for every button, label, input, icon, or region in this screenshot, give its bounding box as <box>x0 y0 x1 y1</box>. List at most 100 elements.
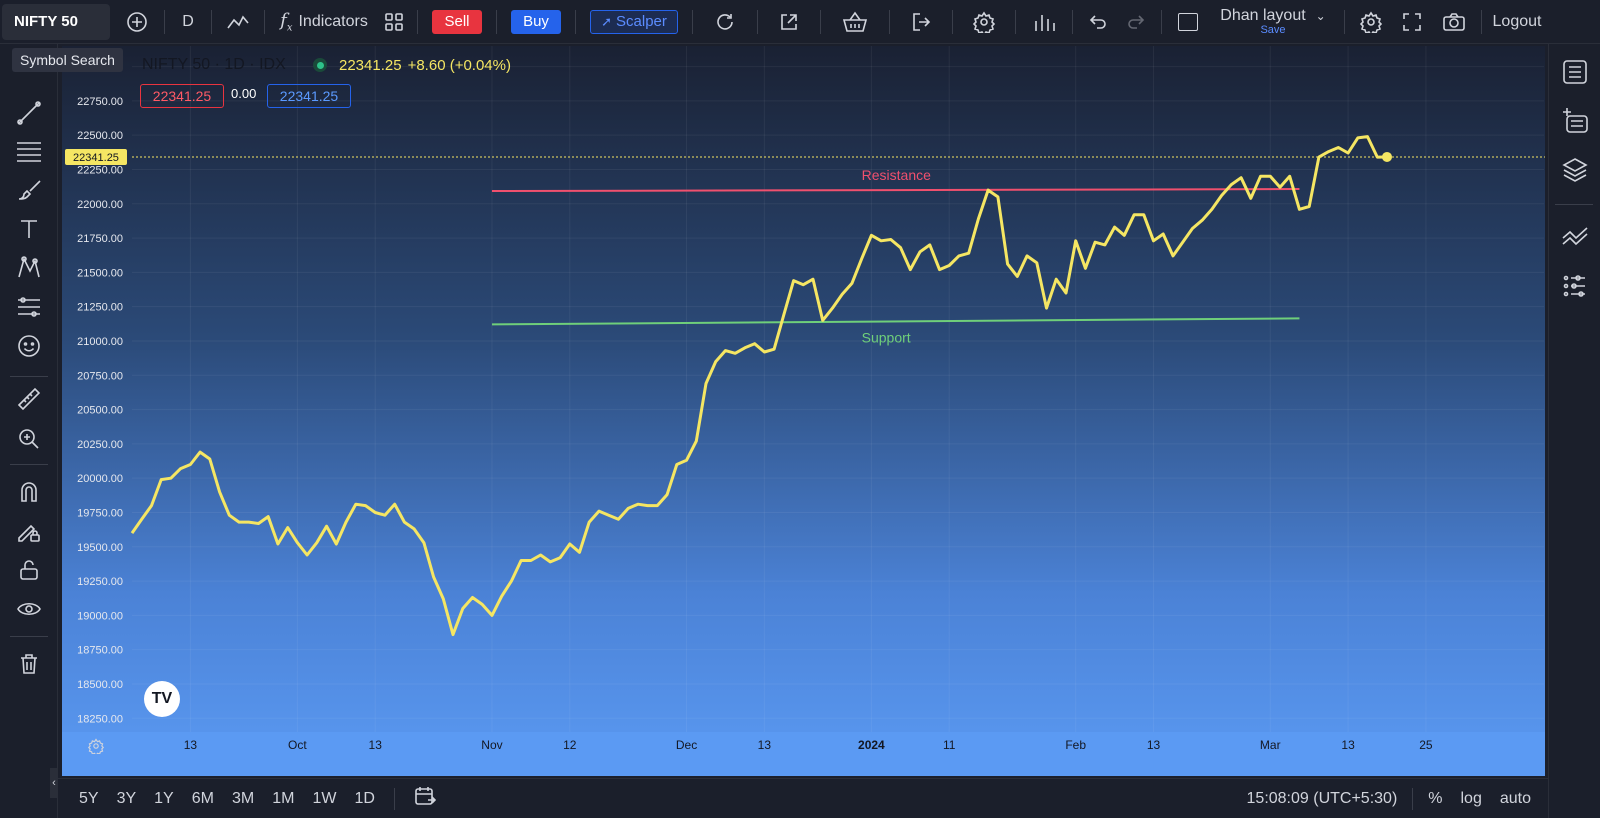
time-tick-label: Mar <box>1260 738 1281 752</box>
magnet-tool[interactable] <box>14 477 44 507</box>
time-tick-label: 11 <box>943 738 956 752</box>
ruler-icon <box>16 386 42 412</box>
divider <box>417 9 418 34</box>
chevron-down-icon: ⌄ <box>1315 8 1326 23</box>
refresh-button[interactable] <box>699 0 751 44</box>
magnet-icon <box>17 480 41 504</box>
text-tool[interactable] <box>14 214 44 244</box>
buy-button[interactable]: Buy <box>511 9 561 34</box>
emoji-tool[interactable] <box>14 331 44 361</box>
price-series <box>130 135 1388 637</box>
divider <box>952 9 953 34</box>
legend-last-price: 22341.25 <box>339 56 402 74</box>
scanner-button[interactable] <box>1559 270 1591 302</box>
screenshot-button[interactable] <box>1433 0 1475 44</box>
bars-button[interactable] <box>1022 0 1066 44</box>
buy-price-box[interactable]: 22341.25 <box>267 84 351 108</box>
layout-toggle[interactable] <box>1168 0 1208 44</box>
brush-tool[interactable] <box>14 175 44 205</box>
remove-drawings-tool[interactable] <box>14 649 44 679</box>
trend-line-icon <box>16 100 42 126</box>
redo-button[interactable] <box>1117 0 1155 44</box>
range-button-1w[interactable]: 1W <box>312 789 337 807</box>
add-symbol-button[interactable] <box>116 0 158 44</box>
price-tick-label: 18500.00 <box>77 679 123 691</box>
lock-all-tool[interactable] <box>14 555 44 585</box>
tradingview-logo[interactable]: TV <box>144 681 180 717</box>
sell-button[interactable]: Sell <box>432 9 482 34</box>
trend-line-tool[interactable] <box>14 98 44 128</box>
scalper-button[interactable]: ➚ Scalper <box>590 9 678 34</box>
list-icon <box>1562 59 1588 85</box>
range-button-3m[interactable]: 3M <box>231 789 255 807</box>
range-button-1d[interactable]: 1D <box>354 789 375 807</box>
grid-icon <box>384 12 404 32</box>
exit-button[interactable] <box>896 0 946 44</box>
price-chart[interactable]: 23000.0022750.0022500.0022250.0022000.00… <box>62 46 1545 776</box>
layout-selector[interactable]: Dhan layout ⌄ Save <box>1208 0 1338 44</box>
interval-button[interactable]: D <box>171 0 205 44</box>
undo-icon <box>1088 12 1108 32</box>
divider <box>1555 204 1593 205</box>
add-list-button[interactable] <box>1559 104 1591 136</box>
divider <box>1015 9 1016 34</box>
resistance-line <box>491 188 1300 193</box>
range-button-6m[interactable]: 6M <box>191 789 214 807</box>
time-tick-label: Nov <box>481 738 502 752</box>
chart-pane[interactable]: 23000.0022750.0022500.0022250.0022000.00… <box>62 46 1545 776</box>
exit-icon <box>910 11 932 33</box>
line-chart-icon <box>226 12 250 32</box>
forecast-icon <box>16 294 42 320</box>
collapse-toolbar-button[interactable]: ‹ <box>50 768 58 798</box>
undo-button[interactable] <box>1079 0 1117 44</box>
smiley-icon <box>16 333 42 359</box>
price-tick-label: 22000.00 <box>77 199 123 211</box>
templates-button[interactable] <box>377 0 411 44</box>
range-button-5y[interactable]: 5Y <box>79 789 99 807</box>
forecast-tool[interactable] <box>14 292 44 322</box>
log-toggle[interactable]: log <box>1460 789 1482 807</box>
symbol-search-button[interactable]: NIFTY 50 <box>2 3 110 40</box>
fib-tool[interactable] <box>14 136 44 166</box>
indicators-button[interactable]: fx Indicators <box>271 0 377 44</box>
spread-value: 0.00 <box>231 86 257 101</box>
watchlist-button[interactable] <box>1559 56 1591 88</box>
fullscreen-button[interactable] <box>1391 0 1433 44</box>
pattern-tool[interactable] <box>14 253 44 283</box>
price-tick-label: 20000.00 <box>77 473 123 485</box>
divider <box>820 9 821 34</box>
price-tick-label: 20750.00 <box>77 370 123 382</box>
horizontal-lines-icon <box>16 138 42 164</box>
visibility-tool[interactable] <box>14 594 44 624</box>
legend-title[interactable]: NIFTY 50 · 1D · IDX <box>142 56 286 73</box>
time-tick-label: 13 <box>369 738 383 752</box>
chart-settings-button[interactable] <box>1351 0 1391 44</box>
right-sidebar <box>1548 44 1600 818</box>
zoom-tool[interactable] <box>14 424 44 454</box>
clock-label[interactable]: 15:08:09 (UTC+5:30) <box>1246 789 1398 807</box>
layers-button[interactable] <box>1559 154 1591 186</box>
popout-button[interactable] <box>764 0 814 44</box>
settings-toolbar-button[interactable] <box>959 0 1009 44</box>
eye-icon <box>16 596 42 622</box>
range-button-1y[interactable]: 1Y <box>154 789 174 807</box>
basket-button[interactable] <box>827 0 883 44</box>
range-button-3y[interactable]: 3Y <box>116 789 137 807</box>
lock-drawing-tool[interactable] <box>14 516 44 546</box>
logout-button[interactable]: Logout <box>1492 12 1542 30</box>
divider <box>264 9 265 34</box>
interval-label: D <box>182 12 194 30</box>
percent-toggle[interactable]: % <box>1428 789 1443 807</box>
trend-button[interactable] <box>1559 220 1591 252</box>
measure-tool[interactable] <box>14 384 44 414</box>
arrow-icon: ➚ <box>601 13 613 29</box>
auto-toggle[interactable]: auto <box>1499 789 1531 807</box>
external-link-icon <box>778 11 800 33</box>
sell-price-box[interactable]: 22341.25 <box>140 84 224 108</box>
grid <box>132 46 1544 732</box>
chart-type-button[interactable] <box>218 0 258 44</box>
date-range-button[interactable] <box>405 786 445 811</box>
calendar-icon <box>414 786 436 806</box>
axis-settings-button[interactable] <box>86 736 106 756</box>
range-button-1m[interactable]: 1M <box>272 789 295 807</box>
